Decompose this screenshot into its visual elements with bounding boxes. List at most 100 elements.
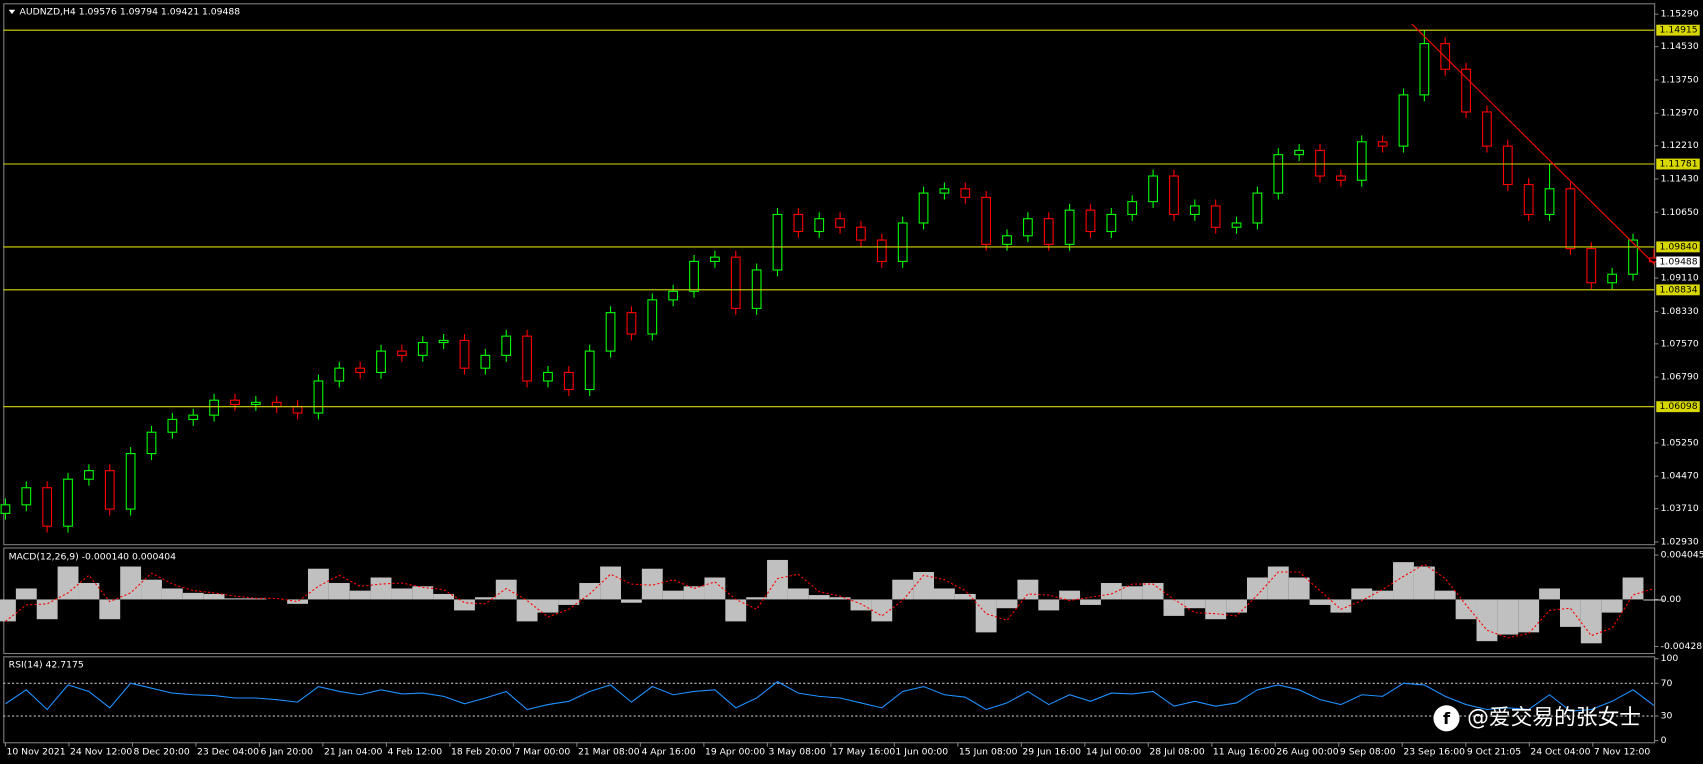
macd-bar (391, 588, 413, 600)
macd-bar (1601, 599, 1623, 613)
macd-bar (1476, 599, 1498, 642)
macd-bar (1539, 588, 1560, 600)
candle-body (1502, 145, 1513, 186)
macd-bar (1434, 590, 1456, 600)
macd-bar (307, 568, 329, 600)
x-tick-label: 3 May 08:00 (768, 747, 826, 758)
rsi-title: RSI(14) 42.7175 (9, 659, 84, 670)
candle-body (793, 213, 804, 233)
candle-body (1002, 235, 1012, 245)
macd-bar (1163, 599, 1185, 616)
y-tick-label: 1.11430 (1661, 173, 1699, 184)
candle-body (1294, 149, 1305, 156)
candle-body (1607, 273, 1618, 284)
watermark-icon (1433, 705, 1460, 732)
y-tick-label: 1.12210 (1661, 140, 1699, 151)
y-tick-label: 1.02930 (1661, 536, 1699, 547)
macd-bar (1309, 599, 1331, 605)
x-tick-label: 4 Apr 16:00 (641, 747, 695, 758)
candle-body (939, 188, 950, 194)
candle-body (250, 401, 261, 406)
candle-body (918, 192, 929, 224)
level-label: 1.08834 (1660, 284, 1698, 295)
candle-body (1628, 239, 1638, 275)
candle-body (0, 504, 11, 514)
level-label-box (1656, 401, 1700, 413)
macd-bar (203, 593, 225, 600)
x-tick-label: 11 Aug 16:00 (1213, 747, 1275, 758)
candle-body (1231, 222, 1242, 228)
candle-body (21, 487, 32, 506)
y-tick-label: 30 (1661, 711, 1673, 722)
y-tick-label: 1.03710 (1661, 503, 1699, 514)
macd-bar (433, 593, 455, 600)
candle-body (1398, 94, 1409, 147)
candle-body (480, 354, 491, 369)
macd-bar (620, 599, 642, 603)
x-tick-label: 26 Aug 00:00 (1276, 747, 1338, 758)
macd-bar (1267, 566, 1289, 600)
x-tick-label: 18 Feb 20:00 (451, 747, 512, 758)
candle-body (1482, 111, 1492, 147)
candle-body (1523, 184, 1534, 215)
macd-bar (1413, 566, 1435, 600)
plot: 1.15290 1.14530 1.13750 1.12970 1.12210 1.114… (0, 9, 1703, 758)
y-tick-label: 1.10650 (1661, 207, 1699, 218)
macd-bar (287, 599, 308, 604)
macd-bar (871, 599, 893, 622)
macd-bar (767, 559, 788, 600)
macd-bar (370, 577, 392, 600)
y-tick-label: 1.09110 (1661, 273, 1699, 284)
macd-bar (36, 599, 58, 620)
x-tick-label: 19 Apr 00:00 (705, 747, 765, 758)
candle-body (1043, 218, 1054, 245)
macd-bar (1330, 599, 1352, 613)
candle-body (42, 487, 53, 527)
macd-bar (141, 579, 162, 600)
level-label-box (1656, 24, 1700, 36)
last-price-box (1656, 256, 1700, 268)
macd-bar (558, 599, 580, 605)
y-tick-label: 0.004045 (1661, 550, 1703, 561)
candle-body (417, 342, 428, 356)
candle-body (876, 239, 887, 262)
macd-bar (1100, 582, 1122, 600)
macd-bar (1017, 579, 1039, 600)
macd-bar (1518, 599, 1540, 633)
macd-bar (787, 588, 809, 600)
macd-bar (1455, 599, 1477, 620)
watermark: @爱交易的张女士 (1467, 705, 1641, 730)
macd-bar (0, 599, 16, 622)
chart-title: AUDNZD,H4 1.09576 1.09794 1.09421 1.0948… (20, 6, 241, 17)
y-tick-label: -0.004287 (1661, 641, 1703, 652)
candle-body (563, 371, 574, 391)
candle-body (584, 350, 595, 391)
x-tick-label: 1 Jun 00:00 (895, 747, 948, 758)
candle-body (668, 290, 679, 301)
x-tick-label: 28 Jul 08:00 (1149, 747, 1204, 758)
macd-bar (1643, 599, 1665, 601)
candle-body (397, 350, 407, 356)
macd-bar (1559, 599, 1581, 627)
candle-body (897, 222, 908, 262)
candle-body (167, 418, 178, 433)
macd-bar (57, 566, 79, 600)
price-panel (3, 3, 1656, 546)
x-tick-label: 29 Jun 16:00 (1022, 747, 1081, 758)
macd-bar (579, 582, 601, 600)
macd-bar (1288, 577, 1310, 600)
candle-body (1544, 188, 1555, 215)
x-tick-label: 7 Mar 00:00 (514, 747, 570, 758)
watermark-icon-glyph: f (1443, 709, 1451, 728)
candle-body (63, 478, 73, 527)
macd-bar (1184, 599, 1206, 609)
macd-bar (725, 599, 747, 622)
candle-body (751, 269, 762, 309)
macd-bar (1142, 582, 1164, 600)
x-tick-label: 24 Oct 04:00 (1530, 747, 1590, 758)
candle-body (1377, 141, 1388, 147)
candle-body (1064, 209, 1075, 245)
y-tick-label: 1.12970 (1661, 108, 1699, 119)
menu-icon (8, 9, 16, 15)
y-tick-label: 1.14530 (1661, 41, 1699, 52)
